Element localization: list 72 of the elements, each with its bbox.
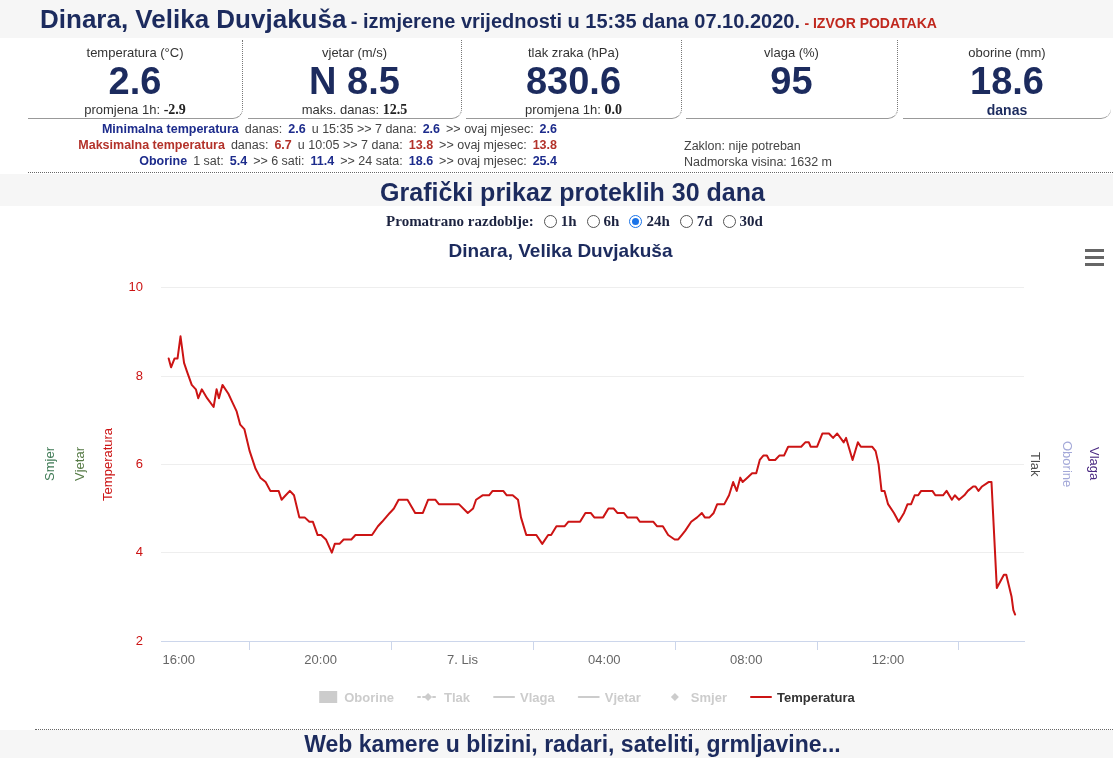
x-tick-label: 04:00 [588, 652, 621, 668]
text: >> ovaj mjesec: [439, 138, 527, 152]
text: danas: [230, 138, 269, 152]
text: 830.6 [524, 60, 623, 103]
text: >> 6 sati: [253, 154, 305, 168]
x-tick-label: 20:00 [304, 652, 337, 668]
x-tick-label: 08:00 [729, 652, 763, 668]
text: - IZVOR PODATAKA [804, 15, 937, 31]
text: Grafički prikaz proteklih 30 dana [0, 177, 1113, 207]
text: N 8.5 [308, 60, 401, 103]
text: Promatrano razdoblje: [386, 212, 534, 230]
text: -2.9 [163, 102, 186, 117]
x-tick-label: 7. Lis [446, 652, 479, 668]
text: 12.5 [382, 102, 408, 117]
text: 0.0 [604, 102, 622, 117]
text: maks. danas: [301, 102, 380, 117]
text: promjena 1h: [524, 102, 601, 117]
text: 6h [603, 212, 620, 230]
text: u 10:05 >> 7 dana: [297, 138, 403, 152]
y-tick-label: 6 [135, 455, 143, 471]
text: >> ovaj mjesec: [446, 122, 534, 136]
text: Vlaga [1086, 447, 1102, 481]
text: vlaga (%) [763, 45, 820, 60]
text: danas [985, 102, 1029, 118]
text: tlak zraka (hPa) [526, 45, 620, 60]
y-tick-label: 8 [135, 367, 143, 383]
text: 11.4 [310, 154, 335, 168]
x-tick-label: 12:00 [871, 652, 905, 668]
legend-label: Temperatura [777, 689, 856, 705]
text: 1 sat: [193, 154, 224, 168]
text: 2.6 [539, 122, 557, 136]
text: promjena 1h: [84, 102, 161, 117]
text: 24h [646, 212, 670, 230]
text: temperatura (°C) [85, 45, 185, 60]
y-tick-label: 10 [128, 279, 143, 295]
text: Dinara, Velika Duvjakuša [40, 4, 347, 34]
x-tick-label: 16:00 [162, 652, 196, 668]
text: Vjetar [72, 447, 88, 481]
text: >> 24 sata: [340, 154, 403, 168]
text: danas: [244, 122, 283, 136]
text: 13.8 [532, 138, 557, 152]
text: 2.6 [288, 122, 306, 136]
text: vjetar (m/s) [321, 45, 388, 60]
y-tick-label: 4 [135, 544, 143, 560]
text: 25.4 [532, 154, 557, 168]
text: Zaklon: nije potreban [684, 138, 802, 154]
text: 18.6 [408, 154, 434, 168]
text: Nadmorska visina: 1632 m [684, 154, 832, 170]
text: Maksimalna temperatura [78, 138, 225, 152]
text: 2.6 [107, 60, 163, 103]
text: Web kamere u blizini, radari, sateliti, grmljavine... [0, 731, 1113, 757]
text: Oborine [139, 154, 188, 168]
text: 1h [560, 212, 577, 230]
text: >> ovaj mjesec: [439, 154, 527, 168]
text: - izmjerene vrijednosti u 15:35 dana 07.10.2020. [350, 10, 800, 32]
text: 18.6 [969, 60, 1045, 103]
text: 30d [739, 212, 763, 230]
text: 13.8 [408, 138, 434, 152]
text: 2.6 [422, 122, 441, 136]
text: Minimalna temperatura [101, 122, 239, 136]
text: u 15:35 >> 7 dana: [311, 122, 417, 136]
text: 5.4 [229, 154, 248, 168]
text: 95 [769, 60, 814, 103]
text: oborine (mm) [967, 45, 1047, 60]
text: 7d [696, 212, 713, 230]
text: Smjer [42, 447, 58, 481]
y-tick-label: 2 [135, 632, 143, 648]
text: Tlak [1027, 451, 1043, 477]
y-axis-title: Temperatura [100, 427, 116, 501]
text: Oborine [1059, 440, 1075, 488]
text: 6.7 [274, 138, 292, 152]
chart-title: Dinara, Velika Duvjakuša [448, 239, 673, 261]
